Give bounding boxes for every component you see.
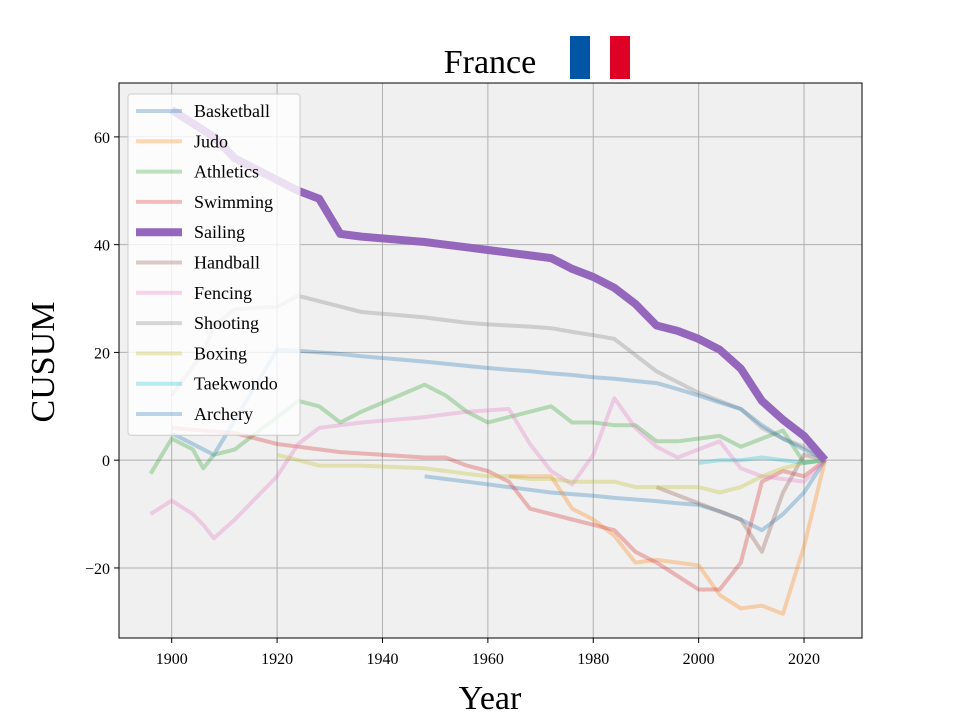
series-line-basketball bbox=[424, 459, 827, 533]
legend-label-judo: Judo bbox=[194, 131, 228, 151]
france-flag-icon bbox=[570, 36, 630, 79]
x-tick-label: 2020 bbox=[788, 651, 820, 668]
series-line-judo bbox=[508, 459, 828, 616]
flag-stripe-3 bbox=[610, 36, 630, 79]
legend-label-athletics: Athletics bbox=[194, 162, 259, 182]
series-line-handball bbox=[655, 452, 826, 554]
x-axis-title: Year bbox=[459, 680, 522, 717]
y-tick-label: 0 bbox=[102, 453, 110, 470]
plot-frame bbox=[118, 82, 863, 639]
legend-label-sailing: Sailing bbox=[194, 222, 245, 242]
series-line-fencing bbox=[149, 396, 827, 541]
legend: Basketball Judo Athletics Swimming Sailing Ha… bbox=[127, 93, 301, 436]
series-layer bbox=[148, 106, 829, 616]
y-tick-label: −20 bbox=[85, 561, 110, 578]
flag-stripe-2 bbox=[590, 36, 610, 79]
legend-box bbox=[127, 93, 301, 436]
series-line-swimming bbox=[171, 425, 827, 592]
legend-label-boxing: Boxing bbox=[194, 343, 247, 363]
series-line-archery bbox=[170, 347, 827, 462]
x-tick-label: 1900 bbox=[156, 651, 188, 668]
legend-label-basketball: Basketball bbox=[194, 101, 270, 121]
y-tick-label: 20 bbox=[94, 345, 110, 362]
chart-title: France bbox=[444, 44, 537, 81]
series-line-sailing bbox=[169, 106, 829, 463]
axis-ticks: 1900 1920 1940 1960 1980 2000 2020 −20 0 20 40 60 bbox=[85, 130, 820, 668]
legend-label-fencing: Fencing bbox=[194, 283, 252, 303]
x-tick-label: 1940 bbox=[366, 651, 398, 668]
x-tick-label: 2000 bbox=[683, 651, 715, 668]
y-axis-title: CUSUM bbox=[25, 302, 62, 423]
legend-label-archery: Archery bbox=[194, 404, 253, 424]
legend-label-shooting: Shooting bbox=[194, 313, 259, 333]
x-tick-label: 1920 bbox=[261, 651, 293, 668]
series-line-boxing bbox=[276, 452, 826, 495]
legend-label-handball: Handball bbox=[194, 253, 260, 273]
x-tick-label: 1980 bbox=[577, 651, 609, 668]
series-line-taekwondo bbox=[698, 455, 826, 465]
y-tick-label: 40 bbox=[94, 238, 110, 255]
x-tick-label: 1960 bbox=[472, 651, 504, 668]
series-line-athletics bbox=[148, 382, 826, 475]
flag-stripe-1 bbox=[570, 36, 590, 79]
legend-label-taekwondo: Taekwondo bbox=[194, 374, 278, 394]
y-tick-label: 60 bbox=[94, 130, 110, 147]
legend-label-swimming: Swimming bbox=[194, 192, 273, 212]
